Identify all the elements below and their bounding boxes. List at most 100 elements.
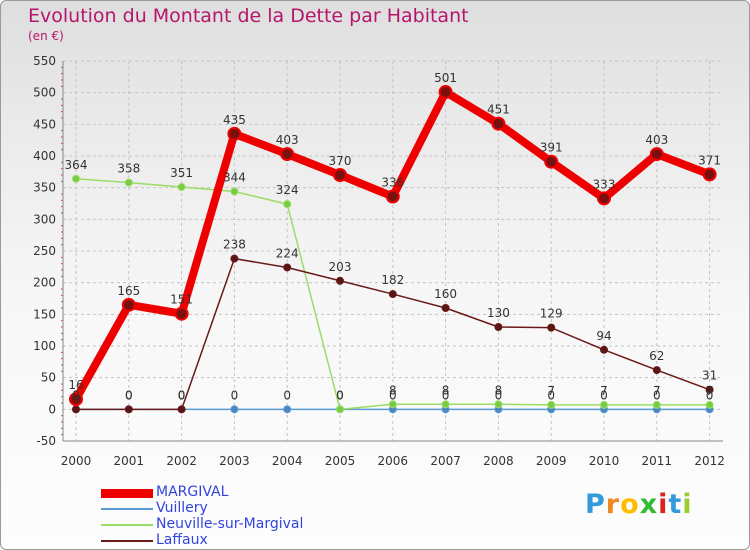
data-point xyxy=(494,400,503,409)
data-label: 391 xyxy=(540,141,563,155)
data-label: 0 xyxy=(178,388,186,402)
data-label: 94 xyxy=(596,329,611,343)
x-tick-label: 2001 xyxy=(114,454,145,468)
data-point xyxy=(597,191,611,206)
x-tick-label: 2005 xyxy=(325,454,356,468)
logo-letter: i xyxy=(658,489,669,520)
data-point xyxy=(177,405,186,414)
series-lines xyxy=(69,85,717,414)
data-label: 0 xyxy=(125,388,133,402)
legend-swatch xyxy=(101,488,153,498)
data-label: 130 xyxy=(487,306,510,320)
data-label: 0 xyxy=(72,388,80,402)
data-point xyxy=(600,400,608,409)
logo-letter: o xyxy=(620,489,640,520)
data-label: 0 xyxy=(72,388,80,402)
x-tick-label: 2006 xyxy=(378,454,409,468)
data-label: 151 xyxy=(170,293,193,307)
chart-title: Evolution du Montant de la Dette par Hab… xyxy=(28,5,469,27)
legend-swatch xyxy=(101,540,153,542)
data-label: 224 xyxy=(276,246,299,260)
x-tick-label: 2009 xyxy=(536,454,567,468)
data-point xyxy=(705,385,714,394)
data-label: 0 xyxy=(336,388,344,402)
data-label: 358 xyxy=(117,162,140,176)
y-tick-label: 0 xyxy=(48,402,56,416)
data-label: 7 xyxy=(547,384,555,398)
data-point xyxy=(491,116,506,131)
data-point xyxy=(547,400,556,409)
x-tick-label: 2012 xyxy=(694,454,725,468)
logo-letter: x xyxy=(639,489,659,520)
data-point xyxy=(652,400,661,409)
data-label: 0 xyxy=(389,388,397,402)
y-tick-label: -50 xyxy=(36,434,56,448)
y-tick-label: 350 xyxy=(33,181,56,195)
data-label: 8 xyxy=(389,383,397,397)
data-point xyxy=(283,200,292,209)
data-label: 351 xyxy=(170,166,193,180)
x-tick-label: 2004 xyxy=(272,454,303,468)
logo-letter: P xyxy=(585,489,606,520)
data-point xyxy=(649,147,664,162)
data-point xyxy=(441,304,450,312)
data-label: 7 xyxy=(653,384,661,398)
data-label: 435 xyxy=(223,113,246,127)
data-point xyxy=(547,323,556,332)
data-point xyxy=(124,178,133,187)
proxiti-logo: Proxiti xyxy=(585,489,693,520)
data-point xyxy=(72,174,80,183)
x-tick-label: 2008 xyxy=(483,454,514,468)
data-label: 0 xyxy=(442,388,450,402)
data-label: 8 xyxy=(495,383,503,397)
data-label: 16 xyxy=(68,378,83,392)
logo-letter: i xyxy=(682,489,693,520)
y-tick-label: 300 xyxy=(33,212,56,226)
data-label: 238 xyxy=(223,238,246,252)
x-tick-label: 2011 xyxy=(642,454,673,468)
data-label: 364 xyxy=(65,158,88,172)
data-label: 31 xyxy=(702,369,717,383)
y-tick-label: 550 xyxy=(33,54,56,68)
data-point xyxy=(283,263,292,272)
data-point xyxy=(72,405,80,414)
data-point xyxy=(177,183,186,192)
data-point xyxy=(174,306,189,321)
data-point xyxy=(652,366,661,375)
axes: 550500450400350300250200150100500-502000… xyxy=(33,54,725,468)
data-point xyxy=(438,85,453,100)
data-label: 371 xyxy=(698,153,721,167)
y-tick-label: 250 xyxy=(33,244,56,258)
data-label: 344 xyxy=(223,170,246,184)
data-point xyxy=(230,187,239,196)
data-label: 501 xyxy=(434,71,457,85)
data-point xyxy=(230,405,239,414)
y-tick-label: 150 xyxy=(33,307,56,321)
data-label: 333 xyxy=(593,177,616,191)
data-point xyxy=(121,297,136,312)
data-label: 0 xyxy=(495,388,503,402)
data-label: 203 xyxy=(329,260,352,274)
data-point xyxy=(705,400,714,409)
data-point xyxy=(600,345,608,354)
legend-label: Laffaux xyxy=(156,532,208,548)
data-label: 336 xyxy=(381,176,404,190)
x-tick-label: 2007 xyxy=(430,454,461,468)
chart-subtitle: (en €) xyxy=(28,29,64,43)
data-label: 62 xyxy=(649,349,664,363)
x-tick-label: 2000 xyxy=(61,454,92,468)
data-point xyxy=(544,154,559,169)
data-label: 324 xyxy=(276,183,299,197)
data-label: 403 xyxy=(276,133,299,147)
data-label: 451 xyxy=(487,103,510,117)
data-label: 0 xyxy=(336,388,344,402)
data-point xyxy=(124,405,133,414)
data-label: 0 xyxy=(600,388,608,402)
data-point xyxy=(283,405,292,414)
data-label: 0 xyxy=(653,388,661,402)
y-tick-label: 500 xyxy=(33,86,56,100)
data-point xyxy=(441,400,450,409)
